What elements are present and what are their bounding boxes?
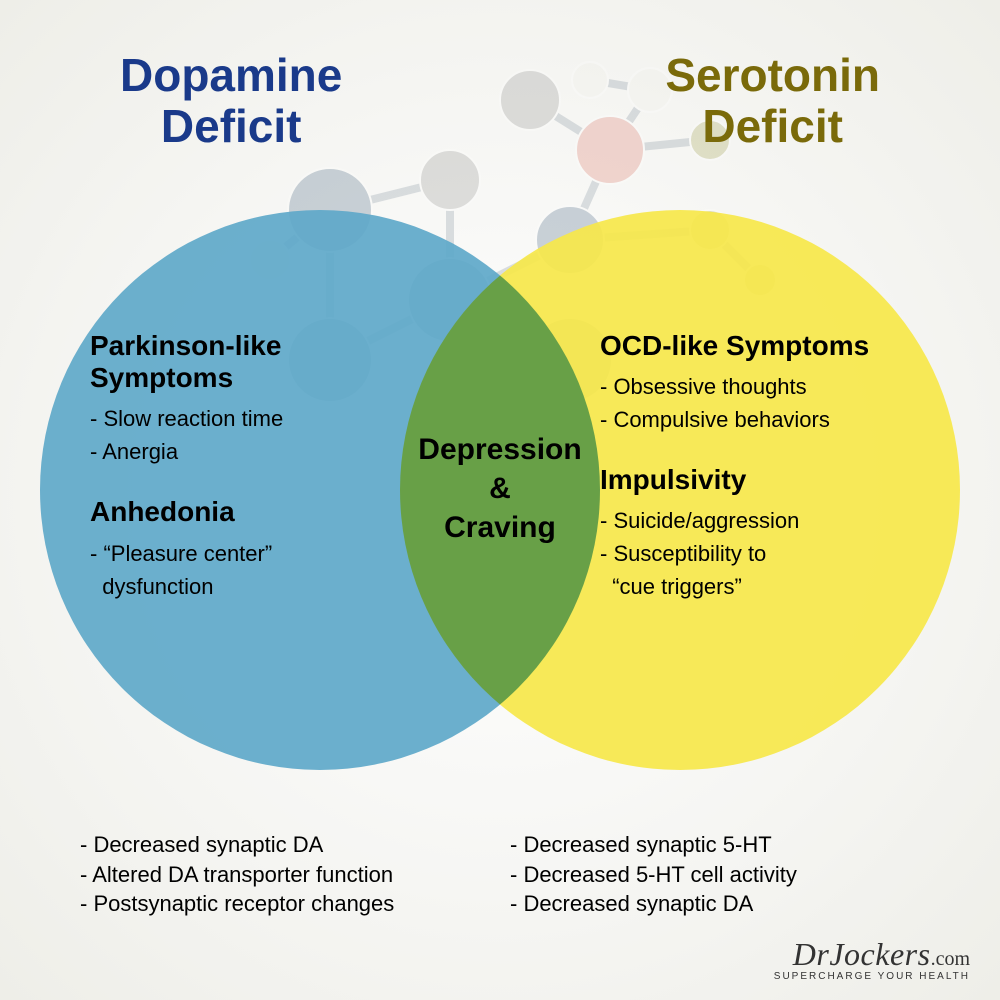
bullet-text: - “Pleasure center”	[90, 537, 410, 570]
right-section2-head: Impulsivity	[600, 464, 940, 496]
center-line3: Craving	[390, 508, 610, 547]
attribution-brand: DrJockers	[793, 936, 931, 972]
bullet-text: - Decreased 5-HT cell activity	[510, 860, 910, 890]
bullet-text: - Susceptibility to	[600, 537, 940, 570]
bullet-text: - Obsessive thoughts	[600, 370, 940, 403]
bullet-text: dysfunction	[90, 570, 410, 603]
below-left-bullets: - Decreased synaptic DA - Altered DA tra…	[80, 830, 480, 919]
title-right-line2: Deficit	[665, 101, 880, 152]
title-serotonin: Serotonin Deficit	[665, 50, 880, 151]
left-circle-content: Parkinson-like Symptoms - Slow reaction …	[90, 330, 410, 631]
center-line1: Depression	[390, 430, 610, 469]
bullet-text: - Decreased synaptic DA	[80, 830, 480, 860]
attribution: DrJockers.com SUPERCHARGE YOUR HEALTH	[774, 936, 970, 982]
attribution-main: DrJockers.com	[774, 936, 970, 973]
bullet-text: - Compulsive behaviors	[600, 403, 940, 436]
title-dopamine: Dopamine Deficit	[120, 50, 342, 151]
left-section1-head: Parkinson-like Symptoms	[90, 330, 410, 394]
title-left-line1: Dopamine	[120, 50, 342, 101]
bullet-text: - Postsynaptic receptor changes	[80, 889, 480, 919]
left-section1-bullets: - Slow reaction time - Anergia	[90, 402, 410, 468]
left-section2-head: Anhedonia	[90, 496, 410, 528]
bullet-text: - Anergia	[90, 435, 410, 468]
bullet-text: - Decreased synaptic DA	[510, 889, 910, 919]
bullet-text: “cue triggers”	[600, 570, 940, 603]
title-left-line2: Deficit	[120, 101, 342, 152]
right-section2-bullets: - Suicide/aggression - Susceptibility to…	[600, 504, 940, 603]
bullet-text: - Suicide/aggression	[600, 504, 940, 537]
attribution-sub: SUPERCHARGE YOUR HEALTH	[774, 971, 970, 982]
bullet-text: - Decreased synaptic 5-HT	[510, 830, 910, 860]
bullet-text: - Altered DA transporter function	[80, 860, 480, 890]
right-circle-content: OCD-like Symptoms - Obsessive thoughts -…	[600, 330, 940, 631]
right-section1-bullets: - Obsessive thoughts - Compulsive behavi…	[600, 370, 940, 436]
left-section2-bullets: - “Pleasure center” dysfunction	[90, 537, 410, 603]
bullet-text: - Slow reaction time	[90, 402, 410, 435]
below-right-bullets: - Decreased synaptic 5-HT - Decreased 5-…	[510, 830, 910, 919]
right-section1-head: OCD-like Symptoms	[600, 330, 940, 362]
attribution-domain: .com	[931, 948, 970, 970]
center-overlap-content: Depression & Craving	[390, 430, 610, 547]
title-right-line1: Serotonin	[665, 50, 880, 101]
center-line2: &	[390, 469, 610, 508]
